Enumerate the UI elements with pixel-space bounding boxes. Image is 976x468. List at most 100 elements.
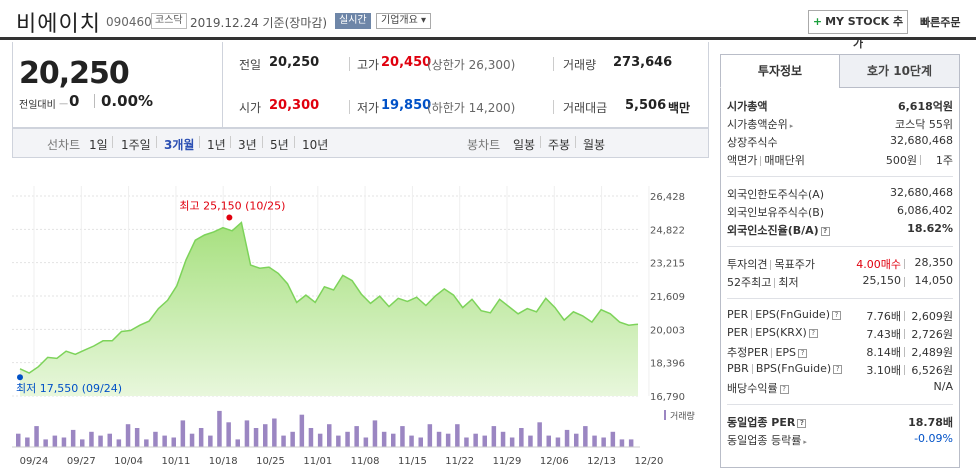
x-tick-label: 12/13 [587, 456, 616, 467]
row-pbr: PBR BPS(FnGuide)? 3.10배 6,526원 [727, 362, 953, 377]
candle-daily[interactable]: 일봉 [513, 138, 536, 152]
x-tick-label: 09/24 [20, 456, 49, 467]
volume-bar [409, 435, 414, 447]
volume-bar [427, 424, 433, 447]
period-5y[interactable]: 5년 [270, 138, 289, 152]
help-icon[interactable]: ? [798, 348, 808, 358]
volume-bar [162, 435, 167, 447]
divider [727, 404, 953, 405]
row-par-value: 액면가 매매단위 500원 1주 [727, 154, 953, 167]
volume-bar [455, 424, 460, 447]
high-label: 고가 [357, 58, 380, 72]
divider [349, 100, 350, 114]
x-tick-label: 12/06 [540, 456, 569, 467]
volume-bar [354, 426, 359, 447]
volume-bar [592, 435, 597, 447]
divider [156, 136, 157, 148]
x-tick-label: 10/18 [209, 456, 238, 467]
volume-bar [528, 435, 533, 447]
volume-bar [336, 435, 341, 447]
volume-bar [546, 435, 551, 447]
price-summary: 20,250 전일대비 ㅡ 0 0.00% 전일 20,250 고가 20,45… [12, 42, 709, 128]
volume-bar [299, 414, 305, 447]
row-est-per: 추정PER EPS? 8.14배 2,489원 [727, 346, 953, 359]
volume-bar [473, 433, 478, 447]
help-icon[interactable]: ? [833, 364, 843, 374]
divider [553, 57, 554, 71]
candle-monthly[interactable]: 월봉 [583, 138, 606, 152]
divider [727, 246, 953, 247]
tab-orderbook-10[interactable]: 호가 10단계 [839, 54, 960, 88]
info-body: 시가총액 6,618억원 시가총액순위 ▸ 코스닥 55위 상장주식수 32,680,4… [720, 88, 960, 468]
volume-bar [464, 437, 469, 447]
volume-bar [217, 410, 222, 447]
add-mystock-label: MY STOCK 추가 [825, 15, 904, 50]
x-tick-label: 10/04 [114, 456, 143, 467]
y-tick-label: 20,003 [650, 325, 685, 336]
divider [553, 100, 554, 114]
volume-bar [537, 422, 542, 447]
price-chart[interactable]: 26,428 24,822 23,215 21,609 20,003 18,396 16,7… [0, 160, 710, 468]
period-1y[interactable]: 1년 [207, 138, 226, 152]
volume-bar [125, 424, 131, 447]
help-icon[interactable]: ? [779, 384, 789, 394]
quick-order-link[interactable]: 빠른주문 [920, 16, 961, 29]
volume-bar [226, 422, 231, 447]
volume-bar [500, 431, 506, 447]
volume-bar [198, 428, 204, 447]
x-tick-label: 09/27 [67, 456, 96, 467]
add-mystock-button[interactable]: + MY STOCK 추가 [808, 10, 908, 50]
volume-bar [34, 426, 39, 447]
candle-weekly[interactable]: 주봉 [548, 138, 571, 152]
volume-bar [253, 428, 259, 447]
row-industry-rate: 동일업종 등락률 ▸ -0.09% [727, 432, 953, 447]
investment-info-panel: 투자정보 호가 10단계 시가총액 6,618억원 시가총액순위 ▸ 코스닥 55위 … [720, 54, 960, 468]
volume-bar [61, 437, 67, 447]
volume-bar [16, 433, 21, 447]
volume-bar [98, 435, 103, 447]
volume-bar [583, 426, 588, 447]
open-value: 20,300 [269, 98, 320, 113]
amount-unit: 백만 [668, 101, 691, 115]
realtime-button[interactable]: 실시간 [335, 13, 371, 29]
period-1w[interactable]: 1주일 [121, 138, 151, 152]
volume-bar [601, 437, 606, 447]
y-tick-label: 21,609 [650, 292, 685, 303]
divider [112, 136, 113, 148]
info-tabs: 투자정보 호가 10단계 [720, 54, 960, 88]
current-price-panel: 20,250 전일대비 ㅡ 0 0.00% [13, 42, 223, 127]
volume-bar [180, 420, 186, 447]
tab-investment-info[interactable]: 투자정보 [720, 54, 840, 88]
help-icon[interactable]: ? [820, 226, 830, 236]
volume-bar [574, 433, 579, 447]
help-icon[interactable]: ? [797, 418, 807, 428]
help-icon[interactable]: ? [808, 328, 818, 338]
row-foreign-ratio: 외국인소진율(B/A)? 18.62% [727, 222, 953, 237]
volume-bar [70, 429, 76, 447]
volume-bar [263, 424, 268, 447]
volume-bar [208, 435, 213, 447]
period-1d[interactable]: 1일 [89, 138, 108, 152]
y-tick-label: 23,215 [650, 259, 685, 270]
period-3y[interactable]: 3년 [238, 138, 257, 152]
volume-bar [308, 428, 314, 447]
period-10y[interactable]: 10년 [302, 138, 329, 152]
price-line [19, 221, 639, 374]
company-overview-button[interactable]: 기업개요 ▾ [376, 13, 431, 29]
help-icon[interactable]: ? [831, 310, 841, 320]
caret-right-icon: ▸ [803, 438, 807, 446]
change-divider [94, 94, 95, 108]
volume-bar [235, 439, 240, 447]
amount-value: 5,506 [625, 98, 667, 113]
row-industry-per: 동일업종 PER? 18.78배 [727, 416, 953, 429]
volume-bar [482, 435, 487, 447]
x-tick-label: 11/22 [445, 456, 474, 467]
volume-legend-swatch [664, 410, 666, 420]
row-market-cap-rank[interactable]: 시가총액순위 ▸ 코스닥 55위 [727, 118, 953, 131]
period-3m[interactable]: 3개월 [164, 138, 195, 152]
volume-bar [272, 418, 277, 447]
divider [230, 136, 231, 148]
unchanged-icon: ㅡ [59, 100, 69, 111]
lower-limit: (하한가 14,200) [427, 101, 516, 115]
divider [199, 136, 200, 148]
